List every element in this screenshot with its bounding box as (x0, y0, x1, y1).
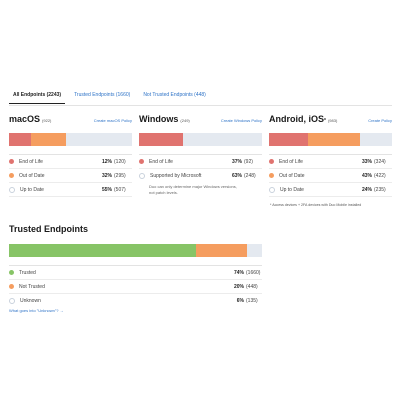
macos-bar-out-of-date (31, 133, 66, 146)
trusted-bar-not-trusted (196, 244, 247, 257)
create-windows-policy-link[interactable]: Create Windows Policy (220, 118, 262, 123)
list-item: Out of Date 43% (422) (269, 169, 392, 183)
android-ios-count: (983) (327, 118, 338, 123)
macos-count: (922) (42, 118, 52, 123)
divider (9, 154, 132, 155)
windows-card: Windows (249) Create Windows Policy End o… (139, 114, 262, 224)
list-item: End of Life 12% (120) (9, 155, 132, 169)
windows-status-bar (139, 133, 262, 146)
create-policy-link[interactable]: Create Policy (368, 118, 392, 123)
divider (139, 154, 262, 155)
list-item: Supported by Microsoft 63% (248) (139, 169, 262, 182)
up-to-date-dot-icon (9, 186, 15, 193)
list-item: Not Trusted 20% (448) (9, 280, 262, 294)
out-of-date-dot-icon (269, 173, 274, 178)
end-of-life-dot-icon (139, 159, 144, 164)
windows-title: Windows (249) (139, 114, 190, 124)
trusted-dot-icon (9, 270, 14, 275)
android-ios-card: Android, iOS * (983) Create Policy End of … (269, 114, 392, 224)
android-bar-out-of-date (308, 133, 361, 146)
android-bar-up-to-date (360, 133, 392, 146)
unknown-dot-icon (9, 297, 15, 304)
macos-title: macOS (922) (9, 114, 52, 124)
list-item: Out of Date 32% (295) (9, 169, 132, 183)
list-item: Unknown 6% (135) (9, 294, 262, 307)
list-item: Trusted 74% (1660) (9, 266, 262, 280)
out-of-date-dot-icon (9, 173, 14, 178)
end-of-life-dot-icon (9, 159, 14, 164)
create-macos-policy-link[interactable]: Create macOS Policy (93, 118, 132, 123)
windows-count: (249) (180, 118, 190, 123)
not-trusted-dot-icon (9, 284, 14, 289)
android-ios-status-bar (269, 133, 392, 146)
list-item: End of Life 37% (92) (139, 155, 262, 169)
end-of-life-dot-icon (269, 159, 274, 164)
divider (9, 265, 262, 266)
trusted-bar-unknown (246, 244, 262, 257)
macos-bar-end-of-life (9, 133, 32, 146)
trusted-endpoints-title: Trusted Endpoints (9, 224, 89, 234)
macos-card: macOS (922) Create macOS Policy End of Li… (9, 114, 132, 224)
list-item: End of Life 33% (324) (269, 155, 392, 169)
windows-note: Duo can only determine major Windows ver… (149, 184, 237, 195)
macos-bar-up-to-date (65, 133, 132, 146)
trusted-bar-trusted (9, 244, 197, 257)
trusted-endpoints-section: Trusted Endpoints Trusted 74% (1660) Not T… (9, 224, 262, 313)
tab-trusted-endpoints[interactable]: Trusted Endpoints (1660) (74, 92, 131, 98)
windows-bar-end-of-life (139, 133, 184, 146)
android-bar-end-of-life (269, 133, 309, 146)
up-to-date-dot-icon (269, 186, 275, 193)
tab-all-endpoints[interactable]: All Endpoints (2243) (9, 89, 66, 104)
tab-not-trusted-endpoints[interactable]: Not Trusted Endpoints (448) (143, 92, 206, 98)
android-ios-footnote: * Access devices + 2FA devices with Duo … (270, 203, 362, 207)
list-item: Up to Date 24% (235) (269, 183, 392, 197)
trusted-status-bar (9, 244, 262, 257)
unknown-info-link[interactable]: What goes into "Unknown"? → (9, 308, 64, 313)
divider (269, 154, 392, 155)
list-item: Up to Date 55% (507) (9, 183, 132, 197)
supported-dot-icon (139, 172, 145, 179)
android-ios-title: Android, iOS * (983) (269, 114, 338, 124)
macos-status-bar (9, 133, 132, 146)
endpoint-tabs: All Endpoints (2243) Trusted Endpoints (… (9, 89, 392, 106)
windows-bar-supported (183, 133, 262, 146)
